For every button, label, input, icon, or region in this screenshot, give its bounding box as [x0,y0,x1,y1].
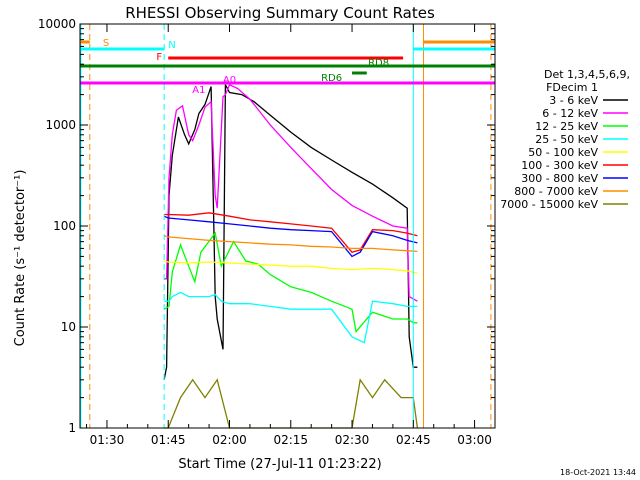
series-line-1 [164,83,418,302]
x-tick-label-1: 01:45 [151,433,186,447]
legend-entry-8: 7000 - 15000 keV [500,198,598,211]
legend-entry-1: 6 - 12 keV [542,107,598,120]
status-vlines [80,24,492,428]
plot-frame [79,23,496,429]
flag-label-5: A1 [192,85,205,96]
flag-bar-0-0 [80,40,90,44]
flag-label-3: RD8 [368,58,389,69]
legend-entry-6: 300 - 800 keV [521,172,598,185]
flag-label-1: N [168,40,175,51]
series-lines [163,83,419,429]
date-stamp: 18-Oct-2021 13:44 [560,468,636,477]
legend-entry-3: 25 - 50 keV [535,133,598,146]
series-line-2 [163,231,418,334]
flag-label-0: S [103,38,109,49]
x-tick-label-5: 02:45 [396,433,431,447]
flag-bar-2-0 [168,56,404,60]
y-tick-label-1: 10 [61,320,76,334]
legend-entry-4: 50 - 100 keV [528,146,598,159]
series-line-4 [163,260,418,274]
legend-entry-5: 100 - 300 keV [521,159,598,172]
y-tick-label-2: 100 [53,219,76,233]
flag-bar-1-0 [80,47,165,51]
flag-bar-1-1 [413,47,495,51]
series-line-3 [164,291,418,344]
series-line-5 [164,212,418,253]
flag-bar-3-0 [80,64,495,68]
y-tick-label-3: 1000 [45,118,76,132]
axis-ticks: 01:30 01:45 02:00 02:15 02:30 02:45 03:00 1 10 10… [38,17,496,447]
series-line-6 [163,215,418,258]
flag-label-6: A0 [223,75,236,86]
flag-label-4: RD6 [321,73,342,84]
legend-entry-0: 3 - 6 keV [549,94,598,107]
y-tick-label-4: 10000 [38,17,76,31]
flag-bar-0-1 [423,40,495,44]
flag-bar-5-0 [80,81,217,85]
x-tick-label-4: 02:30 [335,433,370,447]
x-tick-label-2: 02:00 [212,433,247,447]
flag-label-2: F [156,52,162,63]
x-tick-label-3: 02:15 [273,433,308,447]
legend-entry-2: 12 - 25 keV [535,120,598,133]
x-tick-label-6: 03:00 [457,433,492,447]
status-flags: S NF RD8 RD6 A1 A0 [80,38,495,96]
chart-title: RHESSI Observing Summary Count Rates [125,4,435,22]
series-line-7 [163,235,418,253]
flag-bar-4-0 [352,71,367,75]
y-tick-label-0: 1 [68,421,76,435]
legend-entry-7: 800 - 7000 keV [514,185,598,198]
legend-header-0: Det 1,3,4,5,6,9, [544,68,630,81]
x-tick-label-0: 01:30 [90,433,125,447]
flag-bar-6-0 [216,81,495,85]
series-line-0 [163,84,418,380]
y-axis-label: Count Rate (s⁻¹ detector⁻¹) [13,170,28,347]
legend-header-1: FDecim 1 [546,81,598,94]
x-axis-label: Start Time (27-Jul-11 01:23:22) [178,457,381,472]
